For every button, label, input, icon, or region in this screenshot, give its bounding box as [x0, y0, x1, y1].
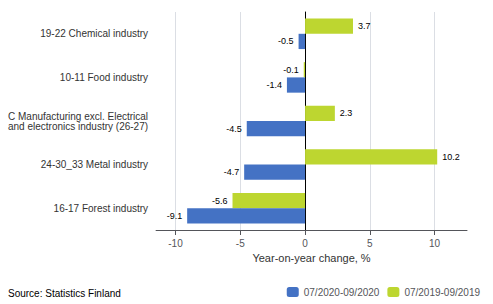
- svg-text:07/2019-09/2019: 07/2019-09/2019: [404, 287, 480, 298]
- svg-text:C Manufacturing excl. Electric: C Manufacturing excl. Electrical: [8, 110, 149, 122]
- svg-text:19-22 Chemical industry: 19-22 Chemical industry: [40, 28, 148, 39]
- svg-text:-5: -5: [236, 238, 245, 249]
- svg-text:5: 5: [367, 238, 373, 249]
- svg-text:-1.4: -1.4: [266, 80, 282, 90]
- svg-text:24-30_33 Metal industry: 24-30_33 Metal industry: [41, 159, 148, 170]
- svg-text:-0.5: -0.5: [278, 36, 294, 46]
- svg-text:-9.1: -9.1: [167, 211, 183, 221]
- svg-text:07/2020-09/2020: 07/2020-09/2020: [304, 287, 380, 298]
- svg-text:Source: Statistics Finland: Source: Statistics Finland: [8, 288, 121, 299]
- svg-text:-10: -10: [168, 238, 183, 249]
- svg-text:16-17 Forest industry: 16-17 Forest industry: [54, 203, 149, 214]
- svg-text:-4.5: -4.5: [226, 124, 242, 134]
- svg-text:-4.7: -4.7: [224, 167, 240, 177]
- svg-text:10: 10: [429, 238, 441, 249]
- svg-text:10.2: 10.2: [442, 152, 460, 162]
- svg-text:3.7: 3.7: [358, 21, 371, 31]
- svg-text:2.3: 2.3: [340, 108, 353, 118]
- svg-text:10-11 Food industry: 10-11 Food industry: [60, 72, 148, 83]
- svg-text:and electronics industry (26-2: and electronics industry (26-27): [8, 121, 148, 132]
- svg-text:-5.6: -5.6: [212, 196, 228, 206]
- svg-text:Year-on-year change, %: Year-on-year change, %: [252, 252, 370, 264]
- svg-text:0: 0: [302, 238, 308, 249]
- svg-text:-0.1: -0.1: [283, 65, 299, 75]
